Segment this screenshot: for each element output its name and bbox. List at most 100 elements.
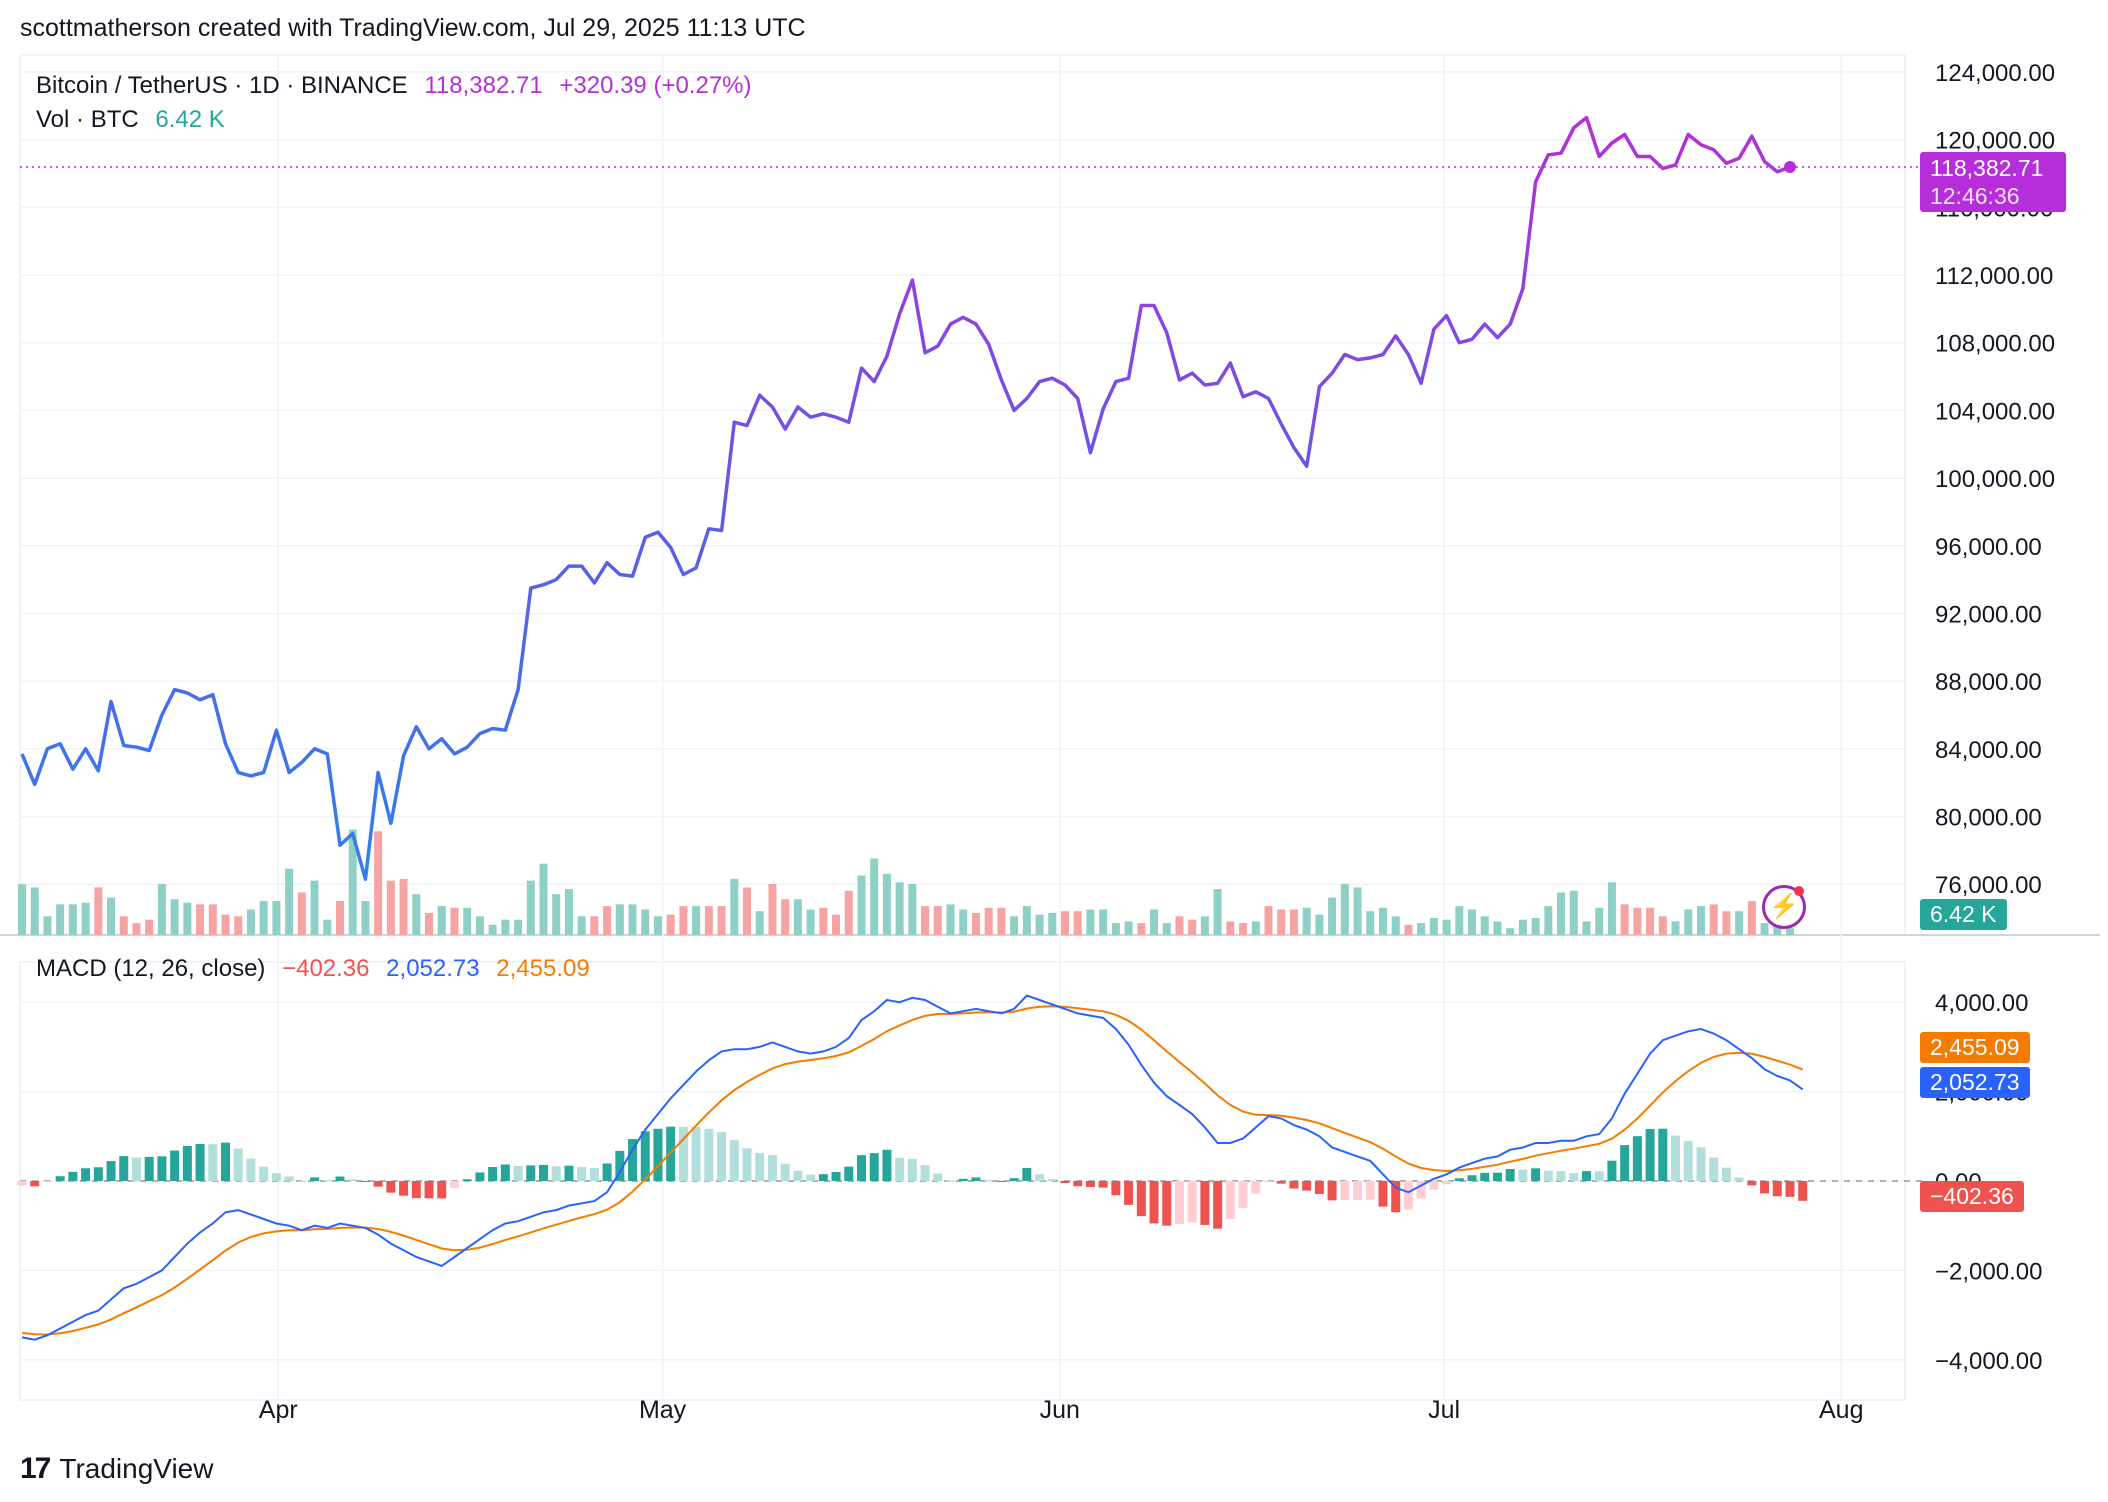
macd-histogram-bar [1760,1181,1770,1194]
volume-bar [526,880,535,935]
macd-histogram-bar [449,1181,459,1188]
macd-histogram-bar [729,1140,739,1181]
macd-histogram-bar [869,1153,879,1181]
macd-histogram-bar [106,1161,116,1181]
macd-histogram-bar [589,1168,599,1181]
volume-bar [1417,923,1426,935]
volume-bar [1455,906,1464,935]
macd-histogram-bar [1798,1181,1808,1201]
volume-bar [908,884,917,935]
signal-tag: 2,455.09 [1920,1032,2030,1063]
macd-histogram-bar [1035,1174,1045,1181]
macd-histogram-bar [157,1156,167,1181]
macd-histogram-bar [1353,1181,1363,1200]
volume-bar [1086,909,1095,935]
macd-histogram-bar [1785,1181,1795,1197]
volume-bar [717,906,726,935]
macd-histogram-bar [131,1157,141,1181]
macd-histogram-bar [895,1157,905,1181]
volume-tag: 6.42 K [1920,899,2007,930]
volume-bar [81,902,90,935]
macd-histogram-bar [1747,1181,1757,1186]
volume-bar [1073,911,1082,935]
volume-bar [1620,904,1629,935]
macd-tick-label: −4,000.00 [1935,1348,2042,1375]
volume-bar [1747,901,1756,935]
volume-bar [1468,909,1477,935]
macd-histogram-bar [373,1181,383,1187]
macd-histogram-bar [1124,1181,1134,1205]
volume-bar [1429,918,1438,935]
volume-bar [857,875,866,935]
macd-histogram-bar [1442,1181,1452,1185]
macd-histogram-bar [1645,1129,1655,1181]
macd-histogram-bar [462,1179,472,1181]
macd-histogram-bar [221,1142,231,1181]
volume-bar [463,907,472,935]
volume-label[interactable]: Vol · BTC [36,106,139,133]
volume-bar [1518,919,1527,935]
price-tick-label: 84,000.00 [1935,737,2042,764]
macd-histogram-bar [1200,1181,1210,1225]
macd-histogram-bar [1391,1181,1401,1213]
volume-bar [1175,916,1184,935]
volume-bar [259,901,268,935]
macd-histogram-bar [208,1144,218,1181]
macd-histogram-bar [946,1180,956,1182]
macd-histogram-bar [1556,1171,1566,1181]
macd-histogram-bar [17,1181,27,1186]
volume-bar [1226,921,1235,935]
volume-bar [768,884,777,935]
notification-dot [1794,886,1804,896]
macd-histogram-bar [1709,1157,1719,1181]
tradingview-brand[interactable]: 17 TradingView [20,1452,213,1486]
macd-histogram-bar [1632,1136,1642,1181]
macd-histogram-bar [958,1178,968,1181]
main-pane-frame [19,54,1906,936]
time-tick-label: Jul [1428,1396,1460,1424]
price-tick-label: 112,000.00 [1935,263,2053,290]
volume-bar [1162,923,1171,935]
price-series-line [20,115,1791,881]
macd-histogram-bar [81,1168,91,1181]
volume-bar [1060,911,1069,935]
volume-bar [412,894,421,935]
macd-histogram-bar [399,1181,409,1196]
macd-histogram-bar [322,1179,332,1181]
macd-label[interactable]: MACD (12, 26, close) [36,955,266,982]
macd-histogram-bar [933,1173,943,1181]
macd-histogram-bar [984,1179,994,1181]
macd-histogram-bar [1734,1177,1744,1181]
macd-histogram-bar [742,1148,752,1181]
price-tick-label: 104,000.00 [1935,398,2055,425]
lightning-icon[interactable]: ⚡ [1762,885,1806,929]
volume-value: 6.42 K [155,106,225,133]
macd-histogram-bar [1009,1178,1019,1181]
symbol-name[interactable]: Bitcoin / TetherUS · 1D · BINANCE [36,72,408,99]
volume-bar [730,878,739,935]
volume-bar [68,904,77,935]
macd-histogram-bar [335,1176,345,1181]
macd-histogram-bar [1492,1172,1502,1181]
macd-histogram-bar [844,1166,854,1181]
macd-histogram-bar [284,1176,294,1181]
volume-bar [1607,882,1616,935]
macd-histogram-bar [526,1165,536,1181]
macd-histogram-bar [653,1128,663,1181]
macd-histogram-bar [551,1166,561,1181]
volume-bar [145,919,154,935]
macd-histogram-bar [717,1132,727,1181]
volume-bar [234,916,243,935]
volume-bar [1633,907,1642,935]
volume-bar [1760,923,1769,935]
macd-histogram-bar [1327,1181,1337,1201]
volume-bar [1404,924,1413,935]
volume-bar [335,901,344,935]
macd-histogram-bar [1658,1128,1668,1181]
macd-histogram-bar [1264,1181,1274,1183]
volume-bar [1340,884,1349,935]
volume-bar [18,884,26,935]
volume-bar [997,907,1006,935]
macd-histogram-bar [1022,1168,1032,1181]
